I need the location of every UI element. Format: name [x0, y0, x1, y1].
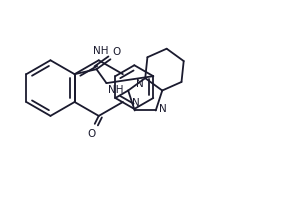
- Text: N: N: [132, 98, 140, 108]
- Text: N: N: [159, 104, 167, 114]
- Text: NH: NH: [108, 85, 124, 95]
- Text: N: N: [136, 79, 144, 89]
- Text: NH: NH: [93, 46, 109, 56]
- Text: O: O: [112, 47, 121, 57]
- Text: O: O: [88, 129, 96, 139]
